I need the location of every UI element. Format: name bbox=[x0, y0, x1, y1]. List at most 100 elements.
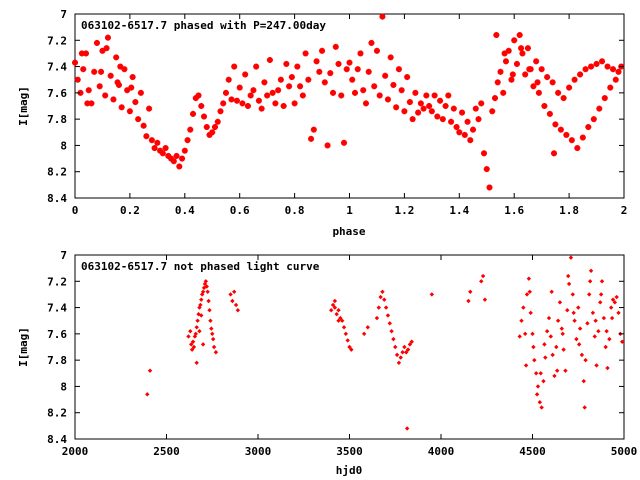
unphased-data-point bbox=[210, 336, 216, 342]
phased-data-point bbox=[187, 126, 194, 133]
unphased-data-point bbox=[619, 339, 625, 344]
phased-data-point bbox=[313, 58, 320, 65]
phased-data-point bbox=[198, 103, 205, 109]
unphased-chart-title: 063102-6517.7 not phased light curve bbox=[81, 260, 320, 273]
unphased-data-point bbox=[585, 321, 590, 326]
unphased-data-point bbox=[230, 298, 235, 304]
unphased-data-point bbox=[604, 329, 609, 334]
phased-data-point bbox=[253, 63, 260, 70]
phased-data-point bbox=[376, 92, 383, 99]
unphased-data-point bbox=[394, 352, 400, 358]
unphased-data-point bbox=[405, 347, 411, 352]
phased-chart: 0 0.2 0.4 0.6 0.8 1 1.2 1.4 1.6 1.8 2 7 7.2 7.4 7.6 7.… bbox=[17, 8, 627, 238]
phased-data-point bbox=[211, 124, 218, 131]
unphased-data-point bbox=[577, 326, 583, 331]
unphased-data-point bbox=[198, 302, 203, 308]
phased-data-point bbox=[335, 60, 342, 67]
phased-data-point bbox=[117, 63, 124, 70]
unphased-data-point bbox=[566, 281, 572, 287]
unphased-data-point bbox=[398, 355, 403, 360]
phased-data-point bbox=[332, 43, 339, 50]
unphased-data-point bbox=[522, 331, 528, 337]
phased-data-point bbox=[110, 96, 117, 103]
unphased-data-point bbox=[186, 334, 191, 339]
phased-y-ticks: 7 7.2 7.4 7.6 7.8 8 8.2 8.4 bbox=[47, 8, 624, 205]
phased-data-point bbox=[409, 116, 416, 123]
phased-data-point bbox=[500, 89, 507, 96]
phased-data-point bbox=[225, 76, 232, 83]
phased-data-point bbox=[551, 150, 558, 157]
phased-data-point bbox=[481, 150, 488, 157]
phased-data-point bbox=[585, 124, 592, 131]
unphased-data-point bbox=[145, 392, 150, 397]
phased-data-point bbox=[316, 68, 323, 75]
unphased-data-point bbox=[235, 308, 241, 313]
unphased-x-tick-label: 3500 bbox=[336, 445, 363, 458]
unphased-data-point bbox=[546, 315, 552, 321]
phased-data-point bbox=[582, 66, 589, 73]
unphased-data-point bbox=[531, 344, 536, 350]
phased-data-point bbox=[579, 134, 586, 141]
phased-data-point bbox=[513, 60, 520, 67]
phased-data-point bbox=[121, 66, 128, 73]
unphased-data-point bbox=[407, 342, 413, 347]
unphased-data-point bbox=[383, 305, 389, 310]
phased-data-point bbox=[601, 95, 608, 102]
phased-data-point bbox=[593, 60, 600, 67]
unphased-data-point bbox=[549, 289, 554, 294]
unphased-data-point bbox=[400, 350, 405, 355]
unphased-data-point bbox=[190, 339, 196, 344]
unphased-y-tick-label: 7.8 bbox=[47, 354, 67, 367]
phased-data-point bbox=[404, 74, 411, 81]
phased-y-tick-label: 7.8 bbox=[47, 113, 67, 126]
unphased-x-tick-label: 4000 bbox=[428, 445, 455, 458]
phased-data-point bbox=[486, 184, 493, 191]
phased-data-point bbox=[346, 59, 353, 66]
phased-data-point bbox=[448, 118, 455, 125]
phased-data-point bbox=[456, 129, 463, 136]
unphased-data-point bbox=[521, 305, 526, 310]
phased-x-tick-label: 2 bbox=[621, 204, 628, 217]
phased-x-axis-label: phase bbox=[332, 225, 365, 238]
phased-data-point bbox=[431, 92, 438, 99]
phased-x-tick-label: 1.4 bbox=[449, 204, 469, 217]
phased-data-point bbox=[275, 87, 282, 94]
unphased-data-point bbox=[391, 336, 396, 342]
unphased-y-tick-label: 7.4 bbox=[47, 302, 67, 315]
phased-data-point bbox=[368, 39, 375, 46]
unphased-data-point bbox=[199, 313, 204, 318]
phased-data-point bbox=[272, 100, 279, 107]
phased-y-tick-label: 8.2 bbox=[47, 166, 67, 179]
unphased-x-tick-label: 3000 bbox=[245, 445, 272, 458]
unphased-y-ticks: 7 7.2 7.4 7.6 7.8 8 8.2 8.4 bbox=[47, 249, 624, 446]
phased-y-axis-label: I[mag] bbox=[17, 86, 30, 126]
phased-y-tick-label: 7.2 bbox=[47, 34, 67, 47]
phased-data-point bbox=[571, 76, 578, 83]
phased-data-point bbox=[371, 83, 378, 90]
unphased-data-point bbox=[194, 325, 199, 330]
unphased-data-point bbox=[534, 392, 540, 397]
unphased-data-point bbox=[538, 371, 543, 376]
phased-data-point bbox=[231, 63, 238, 70]
phased-data-points bbox=[72, 13, 625, 191]
phased-data-point bbox=[519, 50, 526, 57]
phased-data-point bbox=[489, 108, 496, 115]
unphased-data-point bbox=[385, 313, 391, 318]
unphased-data-point bbox=[376, 305, 381, 310]
unphased-x-axis-label: hjd0 bbox=[336, 464, 363, 477]
phased-data-point bbox=[360, 87, 367, 94]
unphased-data-point bbox=[404, 426, 410, 431]
phased-x-tick-label: 1.2 bbox=[394, 204, 414, 217]
phased-data-point bbox=[398, 87, 405, 94]
phased-data-point bbox=[103, 45, 110, 52]
phased-y-tick-label: 7 bbox=[60, 8, 67, 21]
unphased-data-point bbox=[330, 302, 336, 308]
phased-data-point bbox=[181, 147, 188, 154]
phased-data-point bbox=[143, 133, 150, 140]
unphased-data-point bbox=[374, 315, 380, 321]
unphased-y-tick-label: 7.6 bbox=[47, 328, 67, 341]
unphased-data-point bbox=[605, 365, 610, 371]
phased-data-point bbox=[148, 137, 155, 144]
unphased-y-tick-label: 7.2 bbox=[47, 275, 67, 288]
